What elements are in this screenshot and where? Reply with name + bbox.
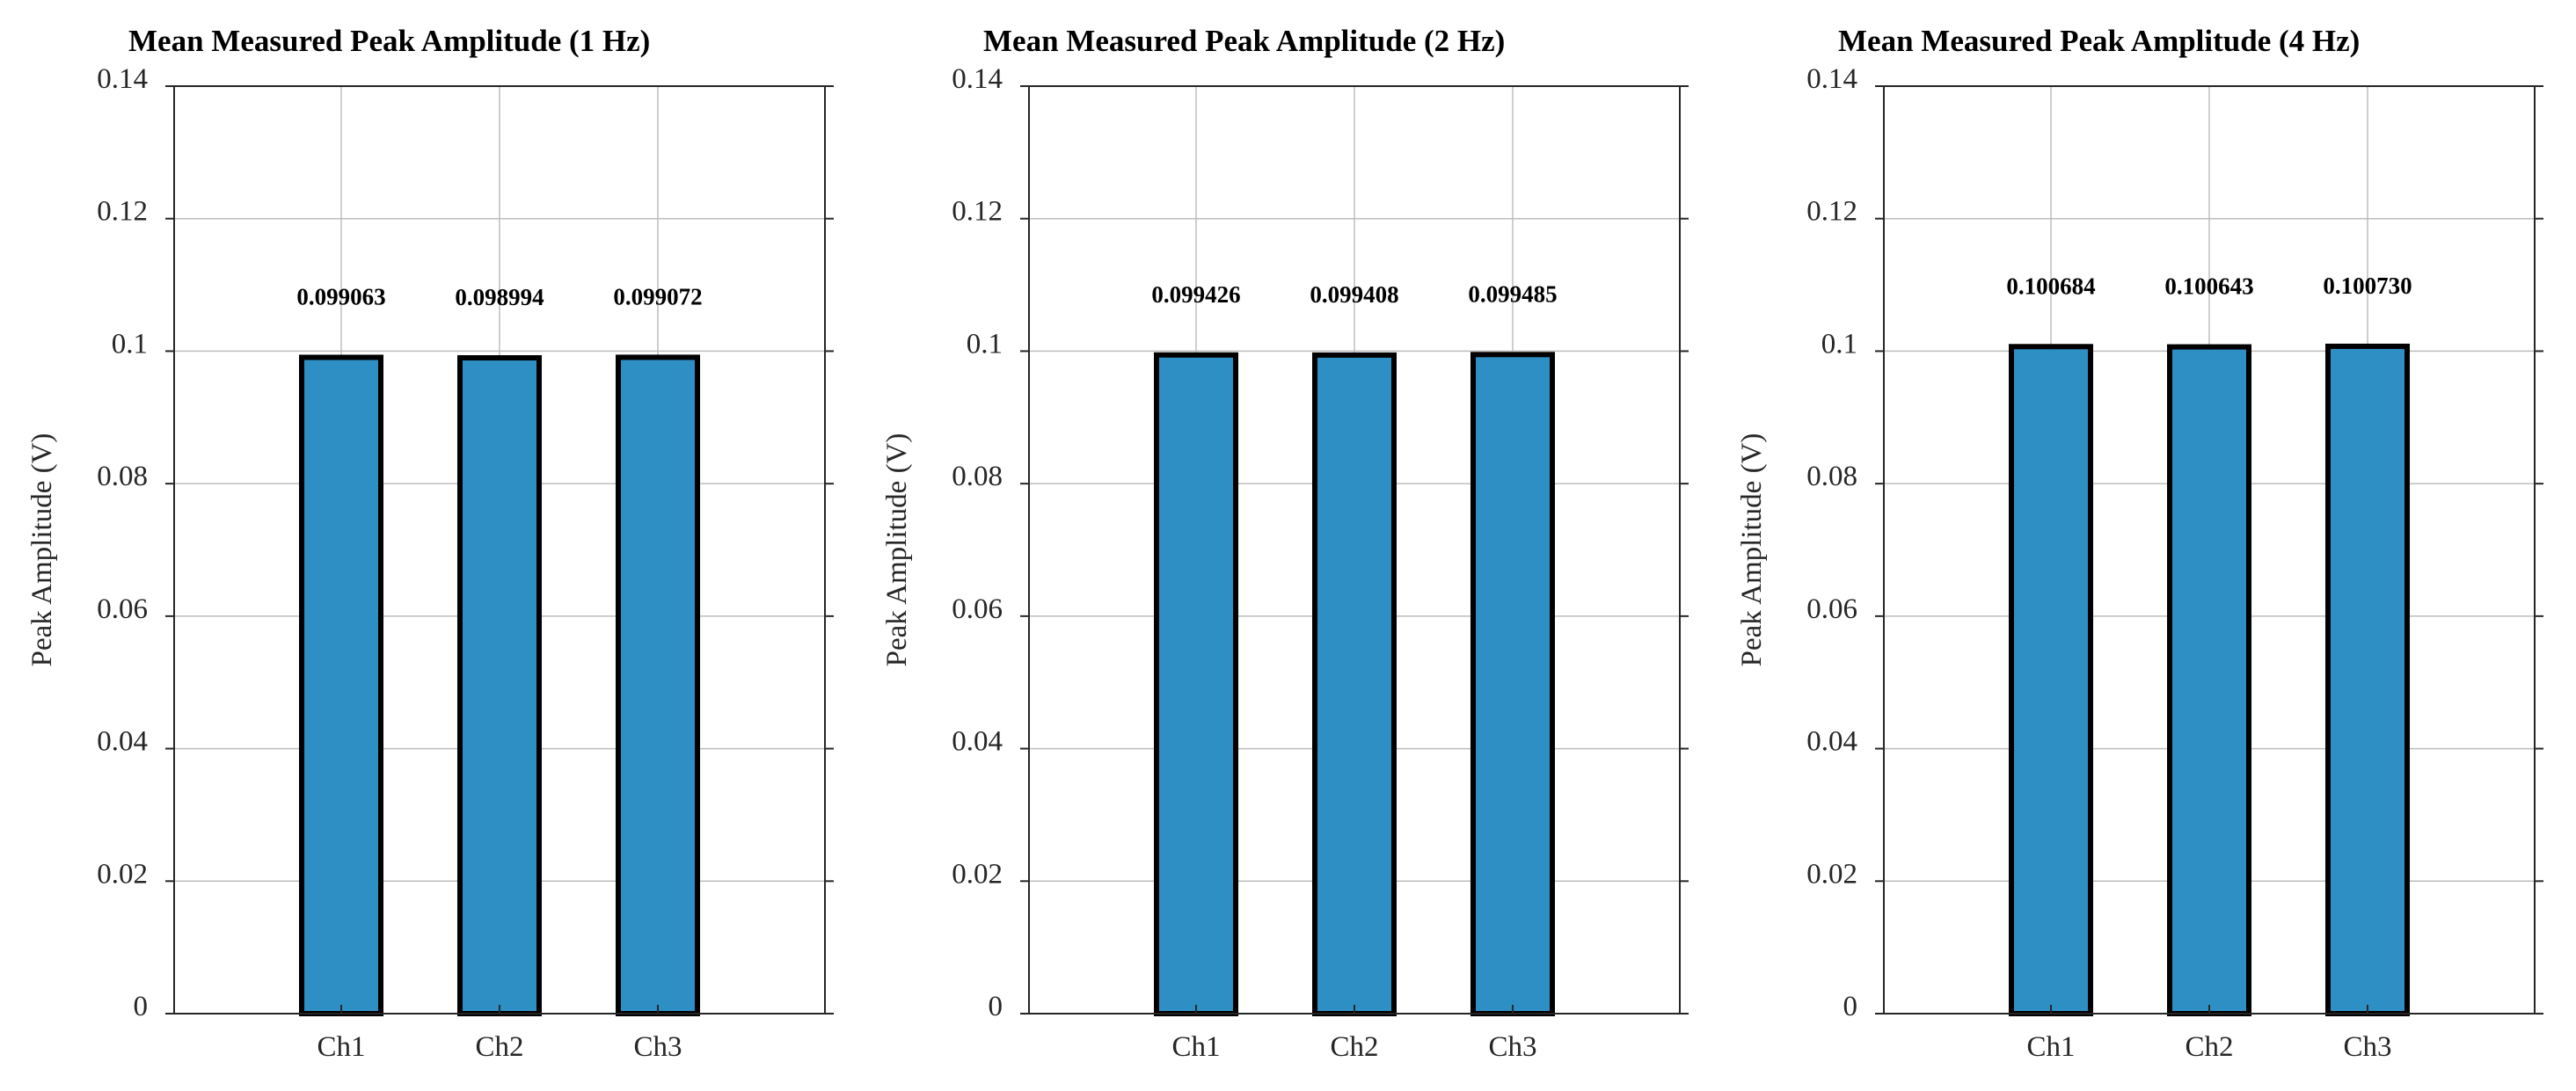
x-tick-label: Ch2: [2185, 1031, 2233, 1063]
data-label: 0.099408: [1310, 281, 1398, 308]
y-tick-label: 0.06: [97, 593, 148, 625]
chart-title: Mean Measured Peak Amplitude (1 Hz): [128, 24, 650, 58]
x-tick-label: Ch2: [475, 1031, 523, 1063]
y-tick-label: 0.02: [97, 858, 148, 890]
y-tick-label: 0.14: [1806, 63, 1857, 95]
chart-title: Mean Measured Peak Amplitude (2 Hz): [983, 24, 1505, 58]
y-tick-label: 0.04: [97, 726, 148, 758]
y-axis-label: Peak Amplitude (V): [1736, 433, 1768, 667]
y-tick-label: 0.08: [1806, 461, 1857, 492]
y-tick-label: 0.04: [1806, 726, 1857, 758]
y-tick-label: 0.12: [97, 196, 148, 228]
chart-title: Mean Measured Peak Amplitude (4 Hz): [1838, 24, 2360, 58]
bar-ch1: [299, 354, 383, 1016]
bar-ch3: [2325, 343, 2410, 1016]
x-tick-label: Ch2: [1330, 1031, 1378, 1063]
y-tick-label: 0.14: [97, 63, 148, 95]
chart-panel-2: 0 0.02 0.04 0.06 0.08 0.1 0.12 0.14 Ch1 Ch2 Ch3 0.0…: [881, 24, 1689, 1063]
data-label: 0.099063: [296, 283, 385, 309]
y-tick-label: 0.06: [1806, 593, 1857, 625]
y-tick-label: 0.08: [952, 461, 1003, 492]
data-label: 0.099485: [1468, 280, 1557, 307]
y-tick-label: 0.04: [952, 726, 1003, 758]
bar-ch2: [457, 355, 542, 1016]
y-tick-label: 0: [134, 991, 149, 1022]
x-tick-label: Ch3: [633, 1031, 682, 1063]
data-label: 0.098994: [455, 284, 544, 310]
bar-ch1: [2009, 344, 2093, 1016]
y-tick-label: 0.12: [1806, 196, 1857, 228]
y-tick-label: 0.08: [97, 461, 148, 492]
y-tick-label: 0.12: [952, 196, 1003, 228]
bar-ch3: [1470, 352, 1555, 1017]
x-tick-label: Ch3: [1488, 1031, 1536, 1063]
y-axis-label: Peak Amplitude (V): [881, 433, 913, 667]
chart-panel-3: 0 0.02 0.04 0.06 0.08 0.1 0.12 0.14 Ch1 Ch2 Ch3 0.1…: [1736, 24, 2543, 1063]
y-tick-label: 0: [1843, 991, 1858, 1022]
data-label: 0.099072: [613, 283, 702, 309]
x-tick-label: Ch1: [317, 1031, 365, 1063]
y-tick-label: 0.06: [952, 593, 1003, 625]
chart-panel-1: 0 0.02 0.04 0.06 0.08 0.1 0.12 0.14 Ch1 Ch2 Ch3 0.0…: [26, 24, 834, 1063]
y-tick-label: 0.14: [952, 63, 1003, 95]
x-tick-label: Ch1: [1171, 1031, 1220, 1063]
bar-ch2: [2167, 344, 2251, 1016]
data-label: 0.099426: [1151, 281, 1240, 308]
bar-ch2: [1312, 352, 1397, 1016]
y-tick-label: 0.1: [967, 328, 1003, 360]
y-axis-label: Peak Amplitude (V): [26, 433, 58, 667]
bar-ch1: [1154, 352, 1238, 1016]
x-tick-label: Ch3: [2343, 1031, 2391, 1063]
y-tick-label: 0.1: [112, 328, 148, 360]
y-tick-label: 0.1: [1821, 328, 1857, 360]
x-tick-label: Ch1: [2026, 1031, 2075, 1063]
y-tick-label: 0.02: [1806, 858, 1857, 890]
y-tick-label: 0.02: [952, 858, 1003, 890]
data-label: 0.100730: [2323, 273, 2412, 299]
data-label: 0.100684: [2006, 273, 2095, 299]
bar-ch3: [616, 354, 700, 1017]
data-label: 0.100643: [2164, 273, 2253, 300]
y-tick-label: 0: [989, 991, 1003, 1022]
